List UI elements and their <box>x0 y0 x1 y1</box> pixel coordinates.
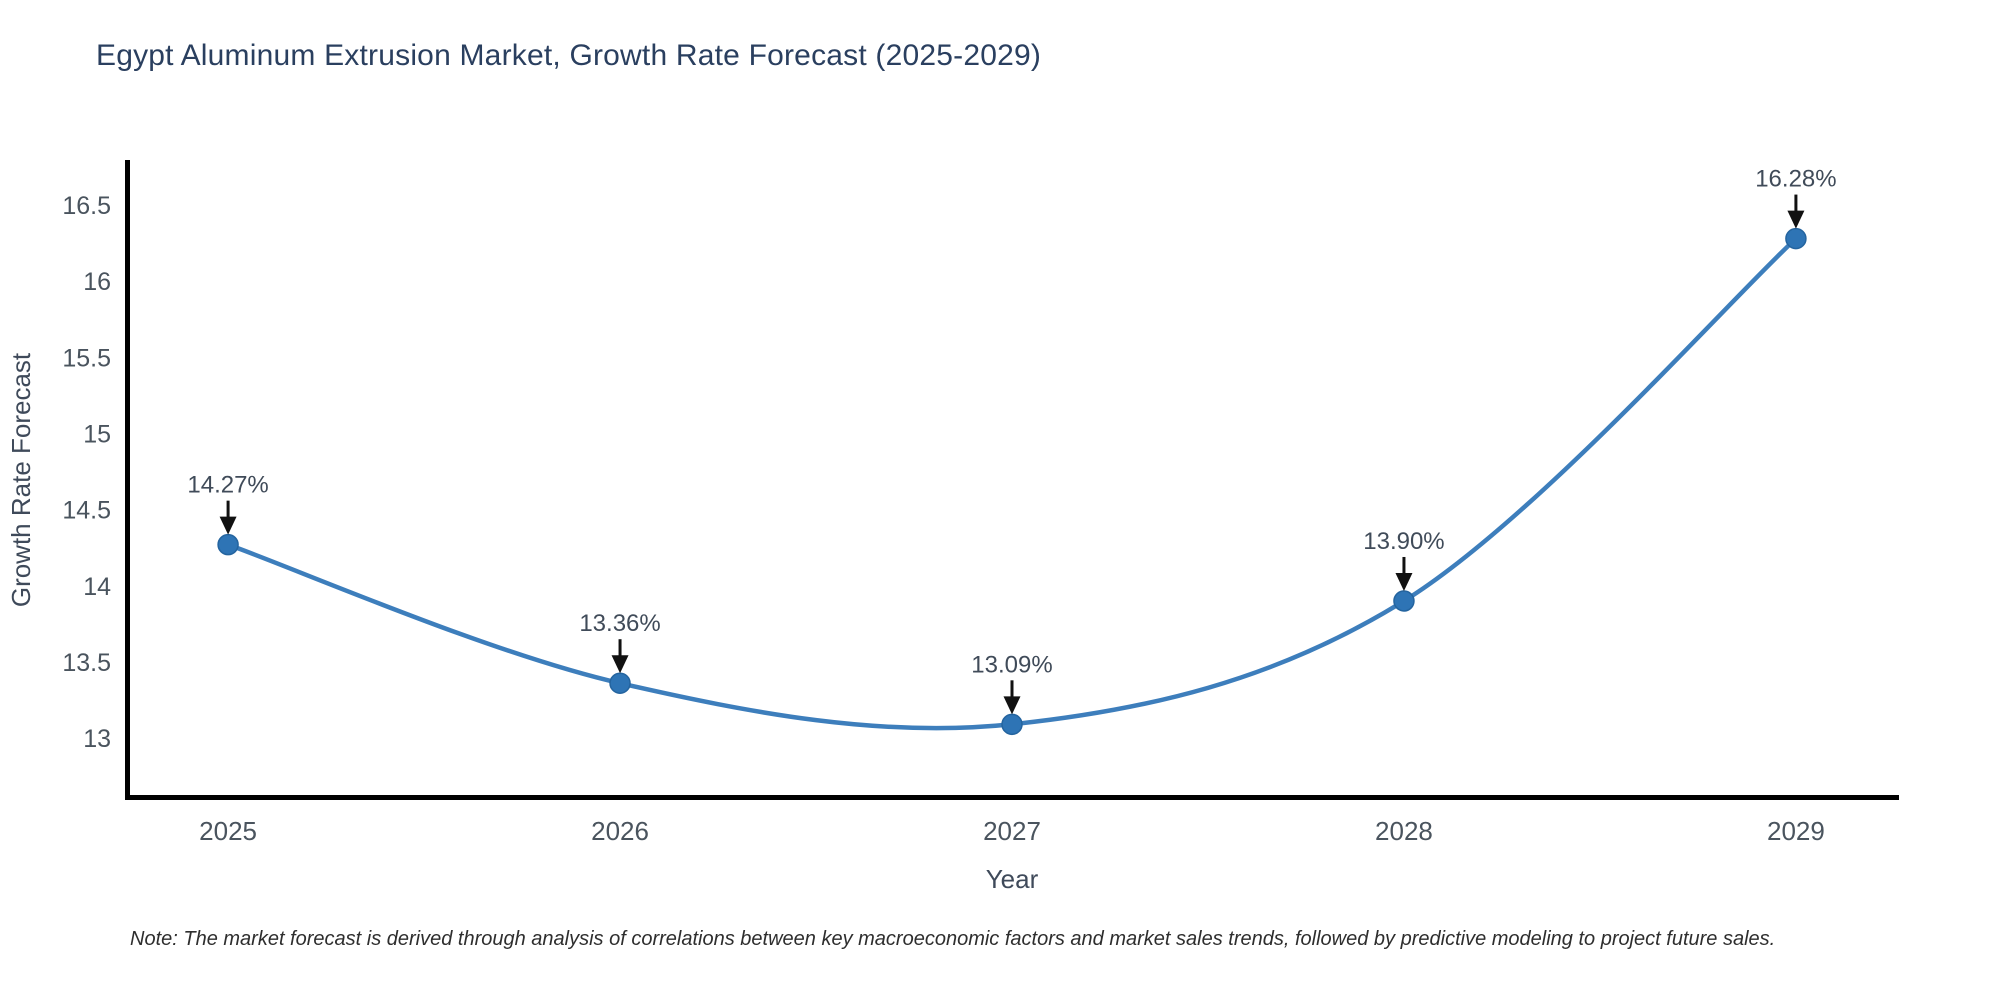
y-tick-label-15: 15 <box>83 420 111 448</box>
annotation-arrow-head-2029 <box>1787 210 1805 229</box>
annotation-arrow-head-2028 <box>1395 572 1413 591</box>
point-value-label-2029: 16.28% <box>1755 166 1836 193</box>
data-point-2027[interactable] <box>1001 713 1023 736</box>
point-value-label-2026: 13.36% <box>579 610 660 637</box>
y-tick-label-15.5: 15.5 <box>62 344 111 372</box>
data-point-2029[interactable] <box>1785 227 1807 250</box>
y-axis-title: Growth Rate Forecast <box>6 352 36 607</box>
x-tick-label-2028: 2028 <box>1375 816 1433 846</box>
footnote: Note: The market forecast is derived thr… <box>130 928 1776 950</box>
data-point-2026[interactable] <box>609 672 631 694</box>
y-tick-label-16.5: 16.5 <box>62 192 111 220</box>
x-axis-title: Year <box>986 864 1039 894</box>
chart-title: Egypt Aluminum Extrusion Market, Growth … <box>96 39 1042 72</box>
point-value-label-2028: 13.90% <box>1363 528 1444 555</box>
data-point-2025[interactable] <box>217 533 239 556</box>
x-tick-label-2029: 2029 <box>1767 816 1825 846</box>
y-tick-label-13: 13 <box>83 725 111 753</box>
y-tick-label-13.5: 13.5 <box>62 649 111 677</box>
x-tick-label-2025: 2025 <box>199 816 257 846</box>
y-tick-label-14: 14 <box>83 573 111 601</box>
axis-spine <box>125 160 1899 800</box>
annotation-arrow-head-2027 <box>1003 696 1021 715</box>
point-value-label-2025: 14.27% <box>187 472 268 499</box>
y-tick-label-16: 16 <box>83 268 111 296</box>
annotation-arrow-head-2026 <box>611 655 629 674</box>
forecast-line <box>225 236 1799 731</box>
data-point-2028[interactable] <box>1393 590 1415 612</box>
point-value-label-2027: 13.09% <box>971 651 1052 678</box>
x-tick-label-2026: 2026 <box>591 816 649 846</box>
x-tick-label-2027: 2027 <box>983 816 1041 846</box>
annotation-arrow-head-2025 <box>219 516 237 535</box>
y-tick-label-14.5: 14.5 <box>62 497 111 525</box>
